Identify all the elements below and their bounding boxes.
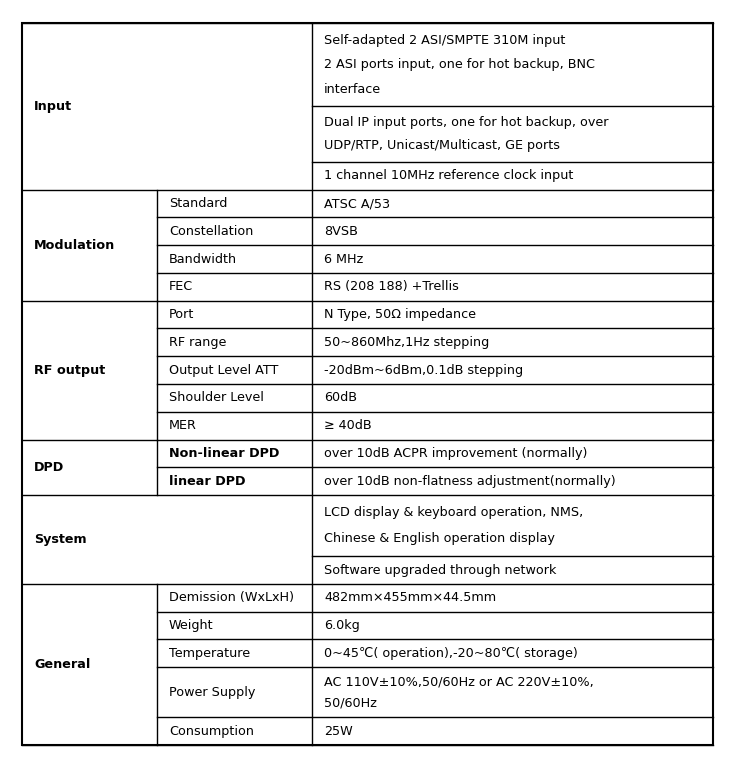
- Text: Temperature: Temperature: [169, 647, 250, 660]
- Text: Constellation: Constellation: [169, 225, 253, 238]
- Text: 2 ASI ports input, one for hot backup, BNC: 2 ASI ports input, one for hot backup, B…: [324, 58, 595, 71]
- Text: 6 MHz: 6 MHz: [324, 253, 364, 266]
- Text: Consumption: Consumption: [169, 724, 254, 737]
- Text: -20dBm~6dBm,0.1dB stepping: -20dBm~6dBm,0.1dB stepping: [324, 363, 523, 376]
- Text: Input: Input: [34, 100, 72, 113]
- Text: AC 110V±10%,50/60Hz or AC 220V±10%,: AC 110V±10%,50/60Hz or AC 220V±10%,: [324, 675, 594, 688]
- Text: RF output: RF output: [34, 363, 105, 376]
- Text: 0~45℃( operation),-20~80℃( storage): 0~45℃( operation),-20~80℃( storage): [324, 647, 578, 660]
- Text: ≥ 40dB: ≥ 40dB: [324, 419, 372, 432]
- Text: Standard: Standard: [169, 197, 227, 210]
- Text: ATSC A/53: ATSC A/53: [324, 197, 390, 210]
- Text: Power Supply: Power Supply: [169, 686, 255, 699]
- Text: Modulation: Modulation: [34, 239, 115, 252]
- Text: 8VSB: 8VSB: [324, 225, 358, 238]
- Text: MER: MER: [169, 419, 197, 432]
- Text: 50/60Hz: 50/60Hz: [324, 696, 377, 709]
- Text: RF range: RF range: [169, 336, 226, 349]
- Text: FEC: FEC: [169, 280, 193, 293]
- Text: 50~860Mhz,1Hz stepping: 50~860Mhz,1Hz stepping: [324, 336, 490, 349]
- Text: interface: interface: [324, 83, 381, 96]
- Text: 1 channel 10MHz reference clock input: 1 channel 10MHz reference clock input: [324, 169, 573, 182]
- Text: Chinese & English operation display: Chinese & English operation display: [324, 531, 555, 545]
- Text: System: System: [34, 533, 87, 546]
- Text: Demission (WxLxH): Demission (WxLxH): [169, 591, 294, 604]
- Text: UDP/RTP, Unicast/Multicast, GE ports: UDP/RTP, Unicast/Multicast, GE ports: [324, 139, 560, 152]
- Text: 482mm×455mm×44.5mm: 482mm×455mm×44.5mm: [324, 591, 496, 604]
- Text: General: General: [34, 658, 90, 671]
- Text: Output Level ATT: Output Level ATT: [169, 363, 278, 376]
- Text: 60dB: 60dB: [324, 392, 357, 405]
- Text: Dual IP input ports, one for hot backup, over: Dual IP input ports, one for hot backup,…: [324, 116, 609, 129]
- Text: 25W: 25W: [324, 724, 353, 737]
- Text: Bandwidth: Bandwidth: [169, 253, 237, 266]
- Text: Weight: Weight: [169, 619, 213, 632]
- Text: N Type, 50Ω impedance: N Type, 50Ω impedance: [324, 308, 476, 321]
- Text: Self-adapted 2 ASI/SMPTE 310M input: Self-adapted 2 ASI/SMPTE 310M input: [324, 34, 566, 47]
- Text: over 10dB non-flatness adjustment(normally): over 10dB non-flatness adjustment(normal…: [324, 475, 616, 488]
- Text: RS (208 188) +Trellis: RS (208 188) +Trellis: [324, 280, 459, 293]
- Text: Non-linear DPD: Non-linear DPD: [169, 447, 279, 460]
- Text: 6.0kg: 6.0kg: [324, 619, 360, 632]
- Text: Software upgraded through network: Software upgraded through network: [324, 564, 556, 577]
- Text: DPD: DPD: [34, 461, 64, 474]
- Text: LCD display & keyboard operation, NMS,: LCD display & keyboard operation, NMS,: [324, 506, 584, 519]
- Text: Port: Port: [169, 308, 194, 321]
- Text: Shoulder Level: Shoulder Level: [169, 392, 264, 405]
- Text: linear DPD: linear DPD: [169, 475, 245, 488]
- Text: over 10dB ACPR improvement (normally): over 10dB ACPR improvement (normally): [324, 447, 587, 460]
